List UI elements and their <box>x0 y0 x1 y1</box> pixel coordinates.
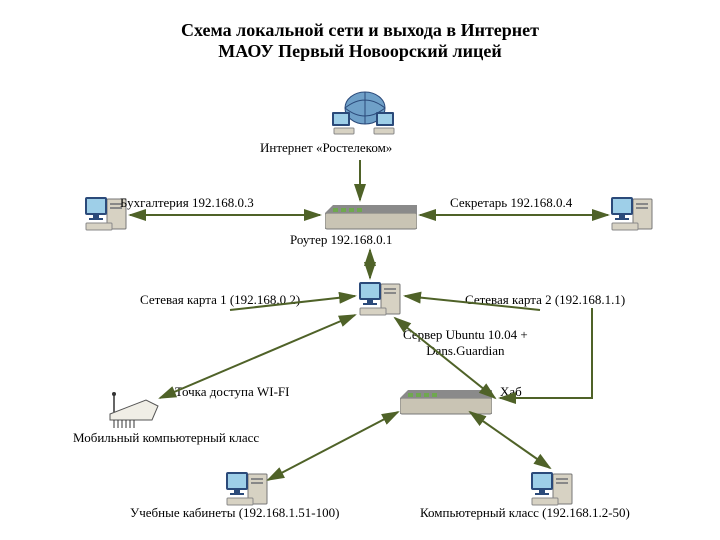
edges-layer <box>0 0 720 540</box>
edge-5 <box>405 296 540 310</box>
edge-10 <box>500 308 592 398</box>
edge-4 <box>230 296 355 310</box>
edge-9 <box>470 412 550 468</box>
edge-7 <box>395 318 495 398</box>
edge-8 <box>268 412 398 480</box>
edge-6 <box>160 315 355 398</box>
